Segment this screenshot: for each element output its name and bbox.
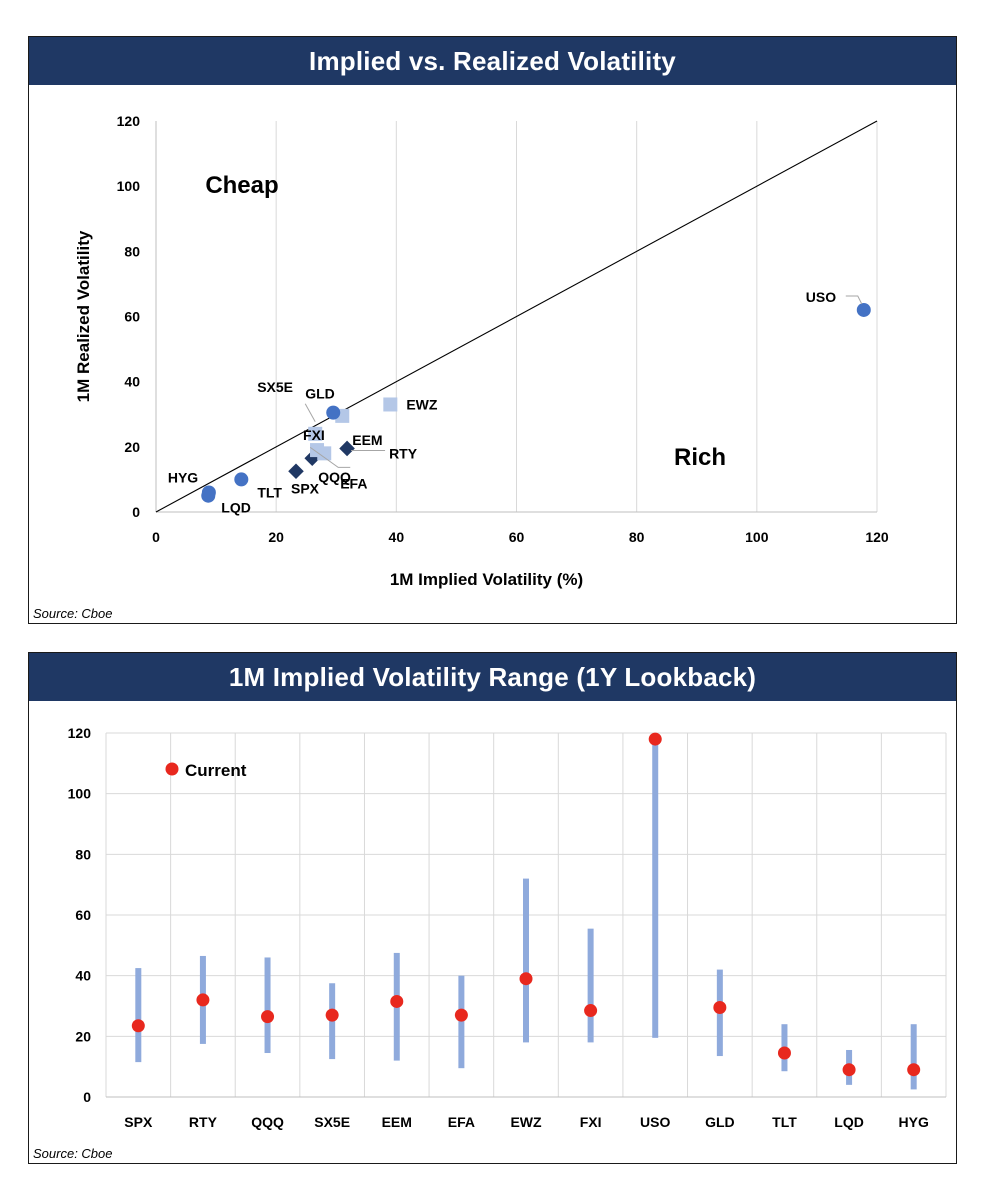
point-label-eem: EEM — [352, 432, 382, 448]
point-label-gld: GLD — [305, 386, 335, 402]
y-tick-label: 100 — [117, 178, 141, 194]
current-dot-sx5e — [325, 1008, 339, 1022]
point-marker-uso — [856, 302, 871, 317]
category-label-fxi: FXI — [580, 1114, 602, 1130]
y-tick-label: 20 — [75, 1028, 91, 1044]
rich-annotation: Rich — [674, 444, 726, 471]
x-tick-label: 40 — [389, 529, 405, 545]
point-label-hyg: HYG — [168, 469, 198, 485]
point-marker-tlt — [234, 472, 249, 487]
current-dot-tlt — [777, 1046, 791, 1060]
category-label-spx: SPX — [124, 1114, 153, 1130]
point-marker-hyg — [201, 485, 216, 500]
scatter-chart: 0 20 40 60 80 100 120 0 20 40 60 80 100 120 1M Implied… — [74, 113, 889, 589]
point-marker-spx — [288, 463, 304, 480]
point-marker-gld — [326, 405, 341, 420]
range-bar-spx — [135, 968, 142, 1063]
category-label-lqd: LQD — [834, 1114, 864, 1130]
point-leader-line — [304, 403, 316, 423]
range-bar-ewz — [523, 878, 529, 1043]
point-leader-line — [309, 446, 351, 468]
current-dot-ewz — [519, 972, 533, 986]
current-dot-spx — [131, 1019, 145, 1033]
parity-line — [155, 120, 878, 513]
y-tick-label: 40 — [75, 968, 91, 984]
legend-current-label: Current — [185, 761, 247, 780]
current-dot-hyg — [907, 1063, 921, 1077]
x-tick-label: 80 — [629, 529, 645, 545]
category-label-gld: GLD — [705, 1114, 735, 1130]
current-dot-rty — [196, 993, 210, 1007]
category-label-efa: EFA — [448, 1114, 475, 1130]
current-dot-efa — [454, 1008, 468, 1022]
range-bar-hyg — [910, 1024, 917, 1090]
x-tick-label: 20 — [268, 529, 284, 545]
range-bar-qqq — [264, 957, 271, 1054]
y-tick-label: 60 — [124, 309, 140, 325]
point-label-qqq: QQQ — [318, 469, 351, 485]
point-label-lqd: LQD — [221, 500, 251, 516]
point-label-spx: SPX — [291, 480, 320, 496]
range-bar-fxi — [587, 928, 594, 1043]
scatter-source: Source: Cboe — [33, 606, 113, 621]
point-label-ewz: EWZ — [406, 396, 438, 412]
scatter-title: Implied vs. Realized Volatility — [29, 37, 956, 85]
category-label-tlt: TLT — [772, 1114, 797, 1130]
current-dot-fxi — [584, 1004, 598, 1018]
point-label-sx5e: SX5E — [257, 379, 293, 395]
point-marker-ewz — [383, 397, 398, 412]
range-source: Source: Cboe — [33, 1146, 113, 1161]
range-panel: 1M Implied Volatility Range (1Y Lookback… — [28, 652, 957, 1164]
y-tick-label: 60 — [75, 907, 91, 923]
point-label-rty: RTY — [389, 445, 418, 461]
x-tick-label: 0 — [152, 529, 160, 545]
x-axis-title: 1M Implied Volatility (%) — [390, 570, 583, 589]
y-tick-label: 120 — [68, 725, 92, 741]
y-tick-label: 20 — [124, 439, 140, 455]
y-tick-label: 100 — [68, 786, 92, 802]
current-dot-eem — [390, 994, 404, 1008]
point-marker-fxi — [310, 443, 325, 458]
point-leader-line — [845, 295, 863, 305]
x-tick-label: 120 — [865, 529, 889, 545]
legend-current-marker — [165, 762, 179, 776]
y-tick-label: 80 — [124, 243, 140, 259]
current-dot-uso — [648, 732, 662, 746]
y-axis-title: 1M Realized Volatility — [74, 230, 93, 402]
y-tick-label: 120 — [117, 113, 141, 129]
current-dot-gld — [713, 1001, 727, 1015]
point-label-uso: USO — [806, 289, 836, 305]
range-chart: 0 20 40 60 80 100 120 SPX RTY QQQ SX5E EEM EFA EWZ FXI… — [68, 725, 947, 1130]
category-label-uso: USO — [640, 1114, 670, 1130]
category-label-rty: RTY — [189, 1114, 218, 1130]
y-tick-label: 40 — [124, 374, 140, 390]
y-tick-label: 0 — [83, 1089, 91, 1105]
y-tick-label: 80 — [75, 846, 91, 862]
range-title: 1M Implied Volatility Range (1Y Lookback… — [29, 653, 956, 701]
category-label-ewz: EWZ — [510, 1114, 542, 1130]
category-label-hyg: HYG — [899, 1114, 929, 1130]
scatter-panel: Implied vs. Realized Volatility 0 20 40 60 8… — [28, 36, 957, 624]
current-dot-lqd — [842, 1063, 856, 1077]
range-bar-uso — [652, 739, 659, 1038]
x-tick-label: 100 — [745, 529, 769, 545]
category-label-sx5e: SX5E — [314, 1114, 350, 1130]
range-bar-efa — [458, 975, 465, 1069]
category-label-qqq: QQQ — [251, 1114, 284, 1130]
y-tick-label: 0 — [132, 504, 140, 520]
category-label-eem: EEM — [382, 1114, 412, 1130]
x-tick-label: 60 — [509, 529, 525, 545]
point-label-fxi: FXI — [303, 427, 325, 443]
point-label-efa: EFA — [340, 475, 367, 491]
point-marker-sx5e — [308, 426, 323, 441]
point-label-tlt: TLT — [257, 484, 282, 500]
cheap-annotation: Cheap — [205, 172, 278, 199]
current-dot-qqq — [261, 1010, 275, 1024]
